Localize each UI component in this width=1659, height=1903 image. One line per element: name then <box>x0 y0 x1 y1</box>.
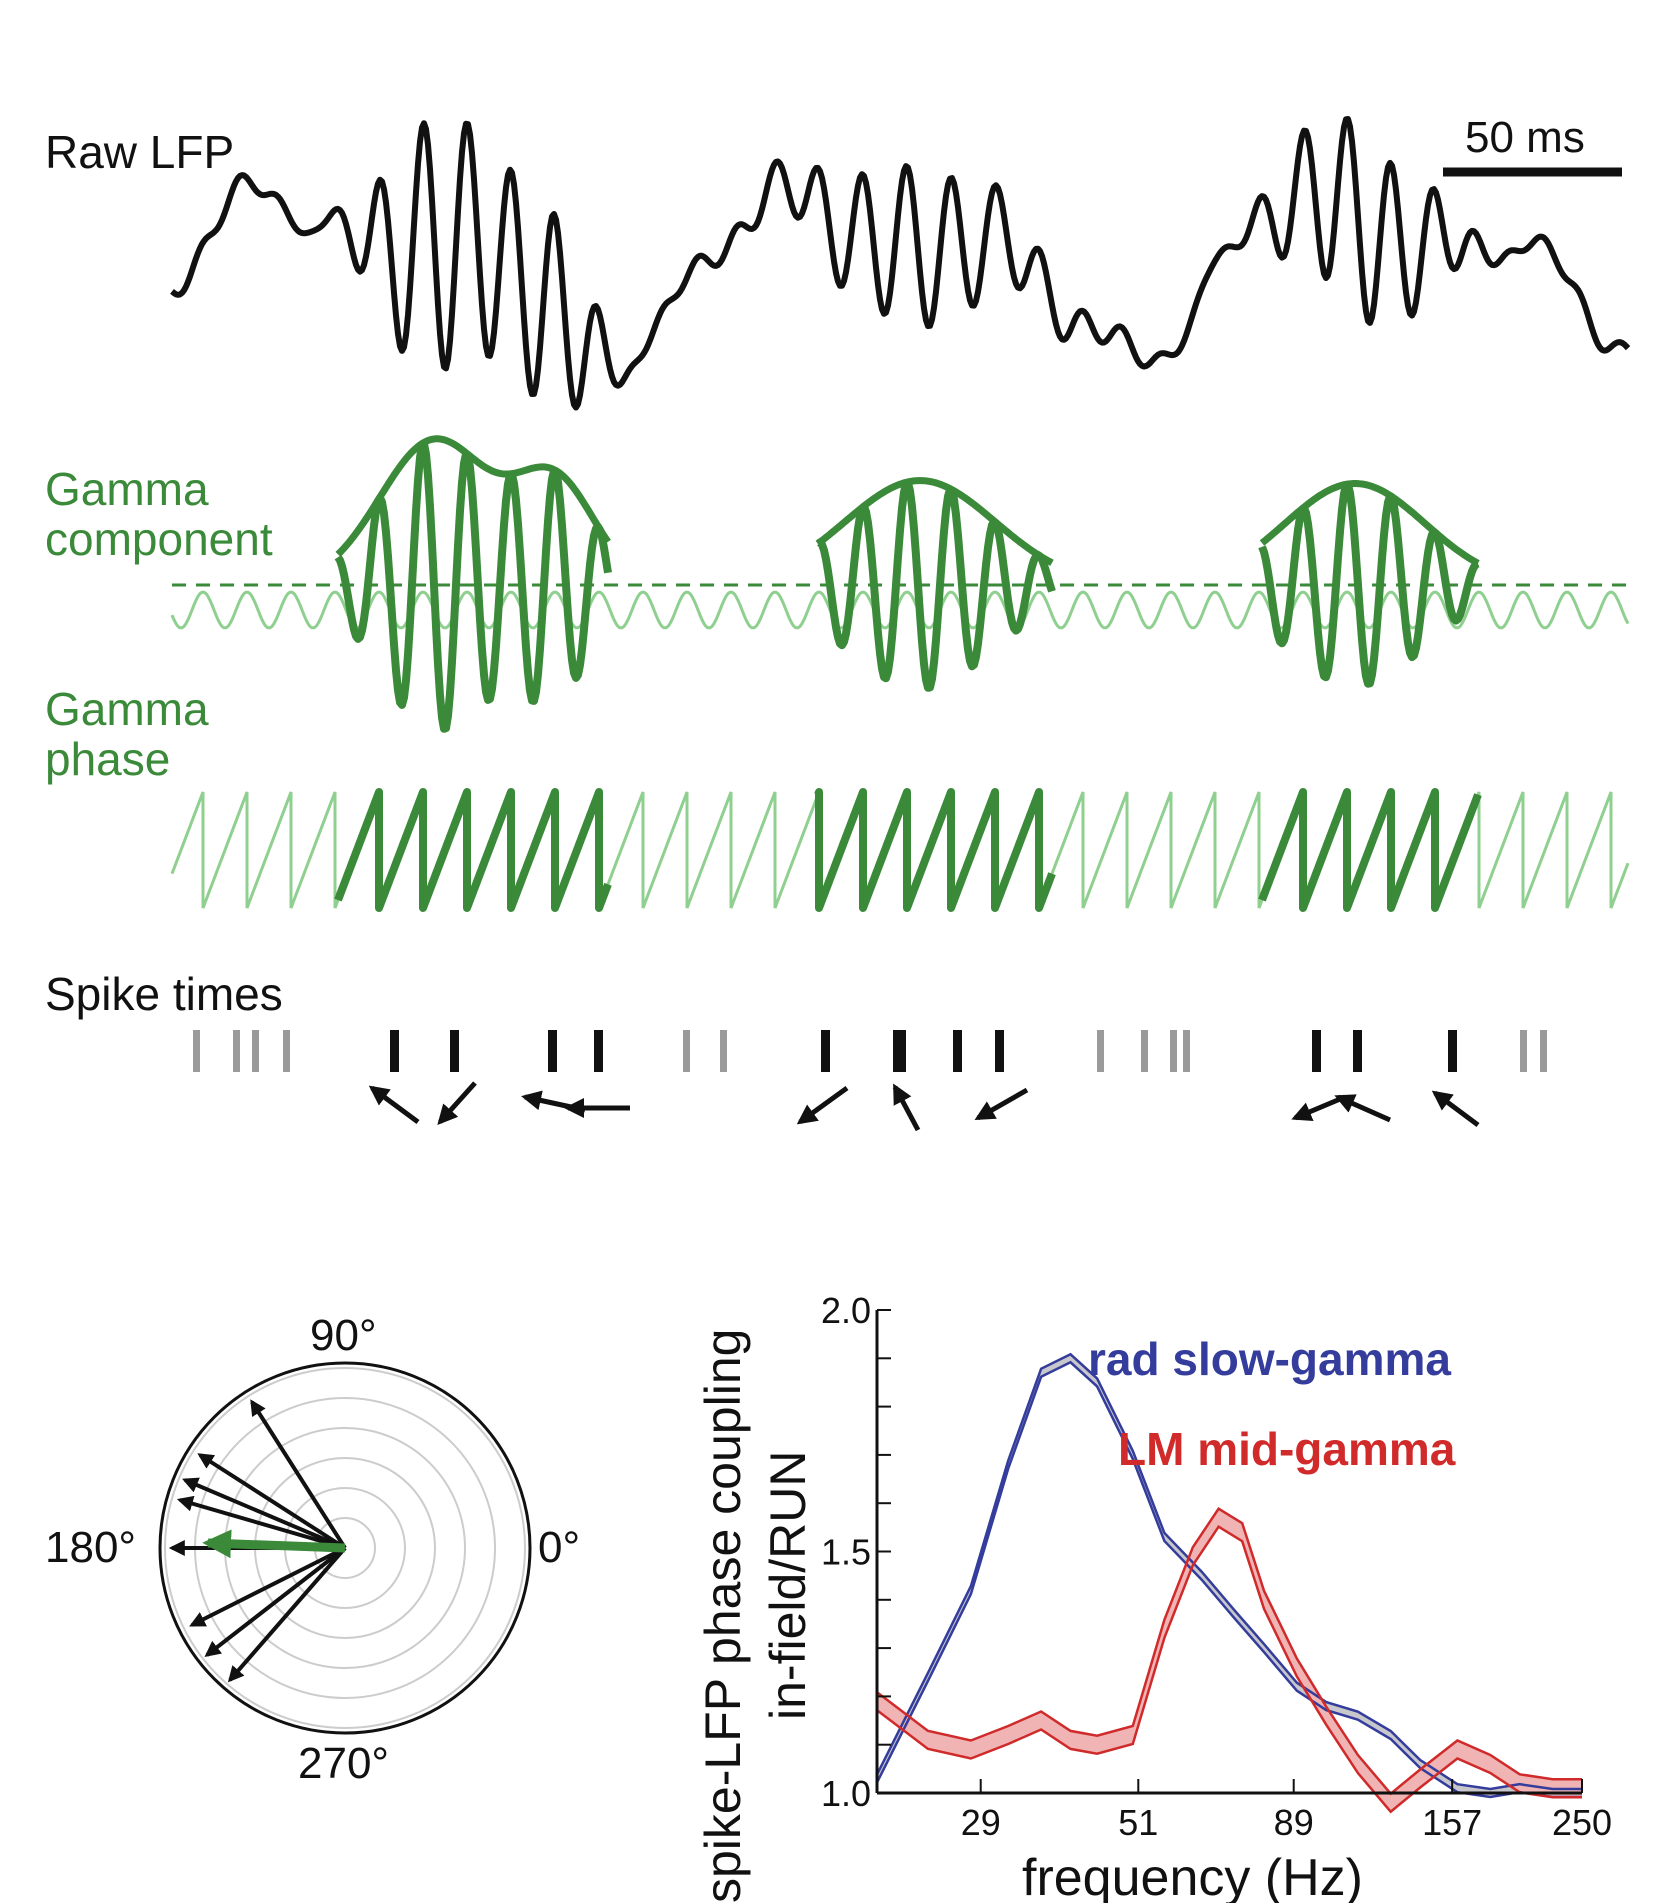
spike-tick <box>1170 1030 1177 1072</box>
gamma-phase-burst <box>814 788 1056 912</box>
polar-plot: 90° 180° 0° 270° <box>45 1311 580 1788</box>
gamma-phase-burst <box>334 788 612 912</box>
spike-tick <box>450 1030 459 1072</box>
polar-mean-vector <box>202 1529 346 1559</box>
raw-lfp-trace <box>170 116 1631 411</box>
spike-tick <box>283 1030 290 1072</box>
spike-tick <box>1097 1030 1104 1072</box>
spike-tick <box>1353 1030 1362 1072</box>
coupling-chart: 29 51 89 157 250 1.0 1.5 2.0 rad slow-gamma LM … <box>695 1290 1612 1903</box>
phase-arrow <box>1431 1090 1480 1128</box>
spike-tick <box>1141 1030 1148 1072</box>
polar-label-0: 0° <box>538 1523 580 1572</box>
spike-tick <box>953 1030 962 1072</box>
gamma-envelope <box>1259 480 1480 567</box>
raw-lfp-label: Raw LFP <box>45 126 234 178</box>
gamma-phase-trace <box>170 788 1630 912</box>
x-axis-label: frequency (Hz) <box>1022 1849 1363 1903</box>
x-tick-label: 157 <box>1422 1802 1482 1843</box>
phase-arrow <box>1334 1094 1392 1123</box>
y-tick-label: 1.5 <box>821 1532 871 1573</box>
legend-lm-mid-gamma: LM mid-gamma <box>1118 1423 1456 1475</box>
polar-label-180: 180° <box>45 1523 136 1572</box>
series-line-upper <box>876 1507 1582 1796</box>
phase-arrow <box>796 1085 849 1125</box>
phase-arrow <box>974 1087 1029 1121</box>
x-tick-label: 89 <box>1274 1802 1314 1843</box>
series-line-lower <box>876 1525 1582 1814</box>
gamma-component-label-line1: Gamma <box>45 463 209 515</box>
gamma-component-label-line2: component <box>45 513 273 565</box>
spike-tick <box>720 1030 727 1072</box>
polar-ring <box>164 1367 526 1729</box>
spike-phase-arrows <box>368 1081 1480 1132</box>
gamma-burst <box>334 439 612 733</box>
phase-arrow <box>368 1085 420 1125</box>
y-tick-label: 2.0 <box>821 1290 871 1331</box>
spike-tick <box>893 1030 906 1072</box>
polar-arrow <box>176 1495 346 1550</box>
gamma-envelope <box>335 435 611 557</box>
spike-tick <box>193 1030 200 1072</box>
spike-tick <box>1183 1030 1190 1072</box>
spike-tick <box>1312 1030 1321 1072</box>
phase-arrow <box>892 1083 921 1132</box>
gamma-phase-burst <box>1258 788 1482 912</box>
spike-tick <box>995 1030 1004 1072</box>
polar-arrow <box>204 1546 347 1657</box>
gamma-phase-label-line2: phase <box>45 733 170 785</box>
y-axis-label-line1: spike-LFP phase coupling <box>695 1329 751 1903</box>
gamma-envelope <box>815 477 1054 566</box>
spike-tick <box>1540 1030 1547 1072</box>
spike-tick <box>594 1030 603 1072</box>
spike-tick <box>1520 1030 1527 1072</box>
series-line-lower <box>875 1360 1582 1799</box>
phase-arrow <box>1291 1094 1346 1122</box>
polar-arrow <box>197 1453 347 1550</box>
spike-ticks <box>193 1030 1547 1072</box>
series-band <box>877 1508 1582 1812</box>
polar-label-270: 270° <box>298 1739 389 1788</box>
legend-rad-slow-gamma: rad slow-gamma <box>1088 1333 1451 1385</box>
spike-tick <box>390 1030 399 1072</box>
x-tick-label: 51 <box>1118 1802 1158 1843</box>
series-line-upper <box>875 1352 1582 1791</box>
scale-bar-label: 50 ms <box>1465 113 1585 162</box>
series-band <box>877 1354 1582 1797</box>
polar-arrow <box>182 1477 346 1550</box>
raw-lfp-line <box>170 116 1631 411</box>
y-tick-label: 1.0 <box>821 1773 871 1814</box>
spike-times-label: Spike times <box>45 968 283 1020</box>
y-axis-label-line2: in-field/RUN <box>760 1450 816 1720</box>
gamma-component-trace <box>170 435 1630 733</box>
spike-tick <box>821 1030 830 1072</box>
polar-arrow <box>189 1546 346 1627</box>
gamma-burst <box>815 479 1056 692</box>
polar-arrow <box>227 1546 347 1683</box>
spike-tick <box>548 1030 557 1072</box>
spike-tick <box>683 1030 690 1072</box>
x-tick-label: 29 <box>961 1802 1001 1843</box>
spike-tick <box>252 1030 259 1072</box>
polar-arrow <box>250 1399 347 1550</box>
spike-tick <box>1448 1030 1457 1072</box>
phase-arrow <box>437 1081 477 1125</box>
polar-outer-circle <box>158 1361 532 1735</box>
x-tick-label: 250 <box>1552 1802 1612 1843</box>
gamma-phase-label-line1: Gamma <box>45 683 209 735</box>
gamma-burst <box>1258 481 1480 688</box>
spike-tick <box>233 1030 240 1072</box>
polar-label-90: 90° <box>310 1311 377 1360</box>
